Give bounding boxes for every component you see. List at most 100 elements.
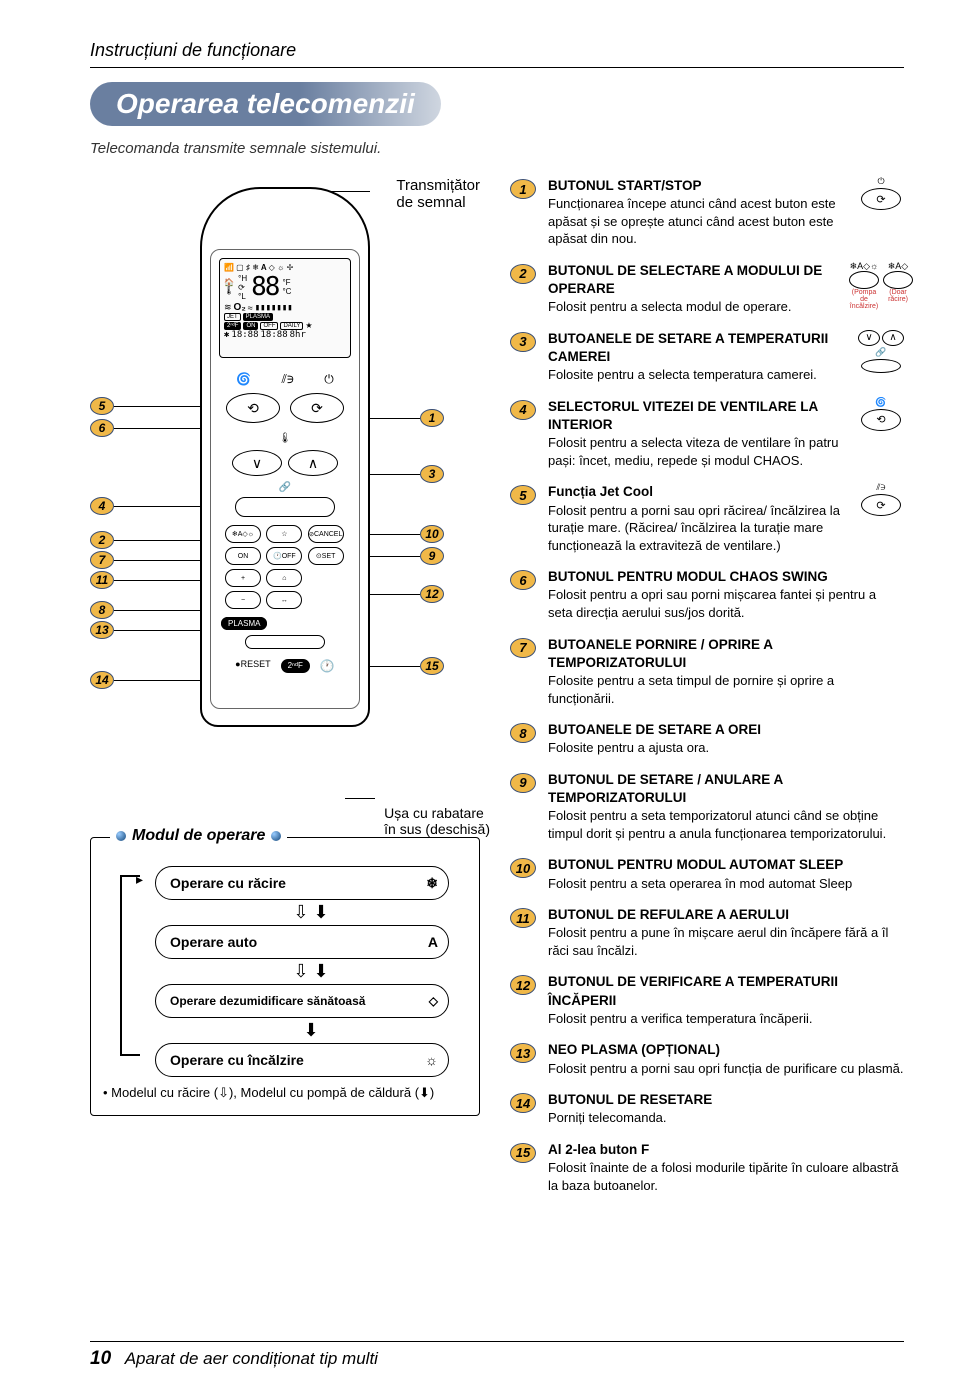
set-button[interactable]: ⊙SET (308, 547, 344, 565)
legend-item: 6BUTONUL PENTRU MODUL CHAOS SWINGFolosit… (510, 568, 904, 621)
item-desc: Folosit pentru a verifica temperatura în… (548, 1010, 904, 1028)
item-desc: Funcționarea începe atunci când acest bu… (548, 195, 846, 248)
callout-2: 2 (90, 531, 114, 549)
auto-icon: A (428, 934, 438, 950)
item-desc: Folosite pentru a ajusta ora. (548, 739, 904, 757)
home-button[interactable]: ⌂ (266, 569, 302, 587)
temp-down-button[interactable]: ∨ (232, 450, 282, 476)
item-number: 6 (510, 570, 536, 590)
callout-9: 9 (420, 547, 444, 565)
callout-5: 5 (90, 397, 114, 415)
item-title: NEO PLASMA (OPȚIONAL) (548, 1041, 904, 1059)
remote-diagram: Transmițător de semnal 📶 ▢ ♯ ❄ A ◇ ☼ ✢ 🏠… (90, 177, 480, 817)
item-title: BUTOANELE PORNIRE / OPRIRE A TEMPORIZATO… (548, 636, 904, 672)
mode-bar[interactable] (235, 497, 335, 517)
lcd-screen: 📶 ▢ ♯ ❄ A ◇ ☼ ✢ 🏠 🌡 °H⟳°L 88 °F°C (219, 258, 351, 358)
item-icon: ∨∧🔗 (858, 330, 904, 373)
link-icon: 🔗 (875, 348, 886, 357)
item-icon: ❄A◇☼(Pompa de încălzire)❄A◇(Doar răcire) (858, 262, 904, 310)
callout-3: 3 (420, 465, 444, 483)
leader-line (345, 798, 375, 799)
lcd-o2: O₂ (234, 302, 246, 313)
minus-button[interactable]: − (225, 591, 261, 609)
on-button[interactable]: ON (225, 547, 261, 565)
legend-item: 2BUTONUL DE SELECTARE A MODULUI DE OPERA… (510, 262, 904, 316)
off-button[interactable]: 🕐OFF (266, 547, 302, 565)
button-legend-list: 1BUTONUL START/STOPFuncționarea începe a… (510, 177, 904, 1208)
legend-item: 8 BUTOANELE DE SETARE A OREIFolosite pent… (510, 721, 904, 757)
legend-item: 10BUTONUL PENTRU MODUL AUTOMAT SLEEPFolo… (510, 856, 904, 892)
temp-up-button[interactable]: ∧ (288, 450, 338, 476)
page-title: Operarea telecomenzii (116, 88, 415, 119)
mode-row-cooling: Operare cu răcire❄ (155, 866, 449, 900)
lcd-time2: 18:88 (261, 330, 288, 340)
callout-1: 1 (420, 409, 444, 427)
small-button[interactable]: ❄A◇☼ (225, 525, 261, 543)
down-arrow-icon: ⇩ ⬇ (155, 961, 467, 982)
item-title: BUTONUL START/STOP (548, 177, 846, 195)
item-number: 8 (510, 723, 536, 743)
dot-icon (271, 831, 281, 841)
item-desc: Folosite pentru a selecta temperatura ca… (548, 366, 846, 384)
callout-13: 13 (90, 621, 114, 639)
sun-icon: ☼ (425, 1052, 438, 1068)
transmitter-label-l1: Transmițător (396, 177, 480, 194)
callout-11: 11 (90, 571, 114, 589)
item-title: BUTONUL DE SETARE / ANULARE A TEMPORIZAT… (548, 771, 904, 807)
2ndf-button[interactable]: 2ⁿᵈF (281, 659, 310, 673)
item-desc: Folosit pentru a pune în mișcare aerul d… (548, 924, 904, 959)
callout-10: 10 (420, 525, 444, 543)
item-number: 14 (510, 1093, 536, 1113)
page-title-pill: Operarea telecomenzii (90, 82, 441, 126)
fan-icon: 🌀 (875, 398, 886, 407)
bottom-bar[interactable] (245, 635, 325, 649)
callout-14: 14 (90, 671, 114, 689)
door-label: Ușa cu rabatare în sus (deschisă) (384, 805, 490, 837)
callout-7: 7 (90, 551, 114, 569)
dot-icon (116, 831, 126, 841)
divider (90, 67, 904, 68)
reset-label: ●RESET (235, 659, 270, 673)
item-desc: Folosit pentru a selecta modul de operar… (548, 298, 846, 316)
item-desc: Folosit pentru a seta operarea în mod au… (548, 875, 904, 893)
plus-button[interactable]: + (225, 569, 261, 587)
thermometer-icon: 🌡 (221, 433, 349, 444)
item-number: 9 (510, 773, 536, 793)
item-title: BUTONUL DE SELECTARE A MODULUI DE OPERAR… (548, 262, 846, 298)
page-footer: 10 Aparat de aer condiționat tip multi (90, 1341, 904, 1370)
item-title: BUTONUL DE VERIFICARE A TEMPERATURII ÎNC… (548, 973, 904, 1009)
item-number: 10 (510, 858, 536, 878)
remote-outline: 📶 ▢ ♯ ❄ A ◇ ☼ ✢ 🏠 🌡 °H⟳°L 88 °F°C (200, 187, 370, 727)
item-icon: 🌀⟲ (858, 398, 904, 431)
cycle-arrow: ▸ (108, 865, 134, 1056)
item-number: 15 (510, 1143, 536, 1163)
callout-15: 15 (420, 657, 444, 675)
legend-item: 7BUTOANELE PORNIRE / OPRIRE A TEMPORIZAT… (510, 636, 904, 708)
page-number: 10 (90, 1348, 111, 1369)
cancel-button[interactable]: ⊘CANCEL (308, 525, 344, 543)
swing-button[interactable]: ↔ (266, 591, 302, 609)
plasma-button[interactable]: PLASMA (221, 617, 267, 630)
footer-text: Aparat de aer condiționat tip multi (125, 1349, 378, 1368)
lcd-2ndf: 2ⁿᵈF (224, 322, 241, 330)
item-number: 13 (510, 1043, 536, 1063)
left-main-button[interactable]: ⟲ (226, 393, 280, 423)
right-main-button[interactable]: ⟳ (290, 393, 344, 423)
transmitter-label-l2: de semnal (396, 194, 480, 211)
breadcrumb: Instrucțiuni de funcționare (90, 40, 904, 61)
fan-icon: 🌀 (236, 372, 251, 387)
lcd-temp: 88 (251, 272, 278, 302)
item-desc: Folosit pentru a porni sau opri răcirea/… (548, 502, 846, 555)
callout-8: 8 (90, 601, 114, 619)
mode-row-auto: Operare autoA (155, 925, 449, 959)
down-arrow-icon: ⇩ ⬇ (155, 902, 467, 923)
lcd-plasma: PLASMA (243, 313, 273, 321)
jet-icon: ⫽∋ (282, 372, 294, 387)
lcd-daily: DAILY (280, 322, 303, 330)
small-button[interactable]: ☆ (266, 525, 302, 543)
snowflake-icon: ❄ (426, 875, 438, 892)
item-title: BUTOANELE DE SETARE A OREI (548, 721, 904, 739)
item-desc: Folosit pentru a porni sau opri funcția … (548, 1060, 904, 1078)
legend-item: 4SELECTORUL VITEZEI DE VENTILARE LA INTE… (510, 398, 904, 470)
link-icon: 🔗 (221, 482, 349, 493)
